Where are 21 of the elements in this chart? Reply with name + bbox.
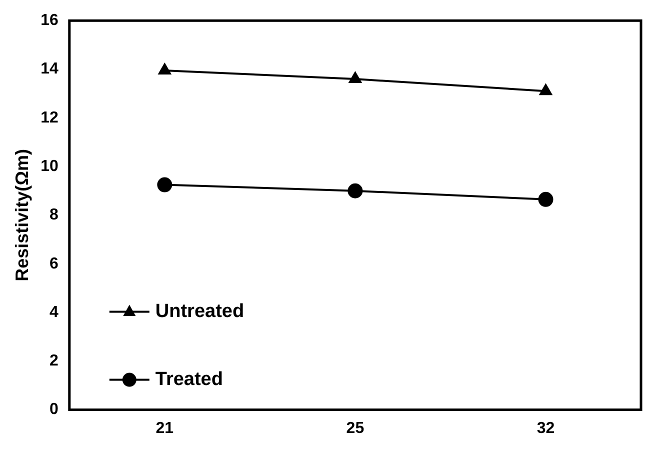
point	[538, 192, 554, 207]
x-tick-label: 32	[536, 420, 555, 437]
y-tick-label: 0	[49, 401, 58, 418]
x-tick-label: 21	[156, 420, 174, 437]
y-axis-title: Resistivity(Ωm)	[12, 148, 32, 282]
x-tick-label: 25	[346, 420, 364, 437]
y-tick-label: 8	[49, 206, 58, 224]
y-tick-label: 16	[40, 12, 58, 30]
point	[158, 62, 172, 74]
y-tick-label: 6	[49, 255, 58, 272]
point	[348, 183, 363, 198]
point	[157, 177, 172, 192]
y-tick-label: 10	[40, 158, 58, 175]
point	[348, 71, 362, 83]
legend-label: Untreated	[155, 301, 244, 322]
y-tick-label: 14	[40, 60, 58, 78]
y-tick-label: 2	[49, 352, 58, 370]
legend-label: Treated	[155, 369, 223, 390]
point	[539, 84, 552, 96]
y-tick-label: 12	[40, 109, 58, 126]
y-tick-label: 4	[49, 304, 58, 321]
